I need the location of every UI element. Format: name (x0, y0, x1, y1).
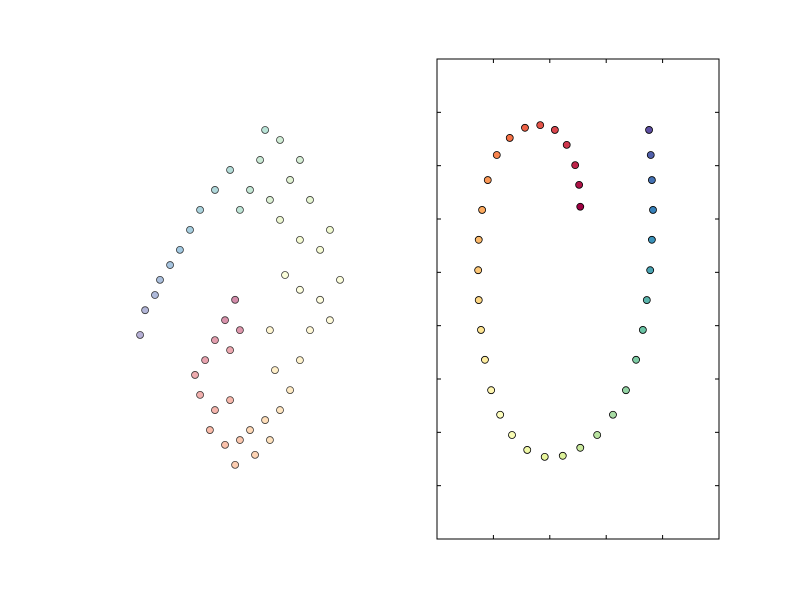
point (296, 356, 304, 365)
point (256, 156, 264, 164)
point (477, 326, 485, 334)
point (496, 410, 505, 419)
point (186, 225, 194, 234)
point (609, 410, 617, 419)
point (646, 151, 655, 159)
point (246, 426, 254, 434)
point (211, 186, 219, 194)
point (286, 386, 294, 395)
point (136, 331, 144, 339)
point (191, 371, 199, 379)
point (593, 431, 602, 439)
point (306, 196, 314, 204)
point (176, 245, 184, 254)
point (221, 316, 229, 325)
point (508, 431, 516, 439)
point (221, 440, 229, 449)
point (251, 450, 259, 459)
point (550, 126, 559, 134)
point (236, 436, 244, 444)
point (632, 355, 640, 364)
point (296, 285, 304, 294)
point (266, 326, 274, 335)
point (523, 446, 532, 454)
point (151, 291, 159, 299)
point (505, 134, 514, 142)
point (196, 206, 204, 214)
point (575, 180, 584, 189)
point (231, 460, 240, 469)
point (474, 266, 483, 275)
point (296, 235, 304, 244)
point (261, 416, 270, 424)
point (649, 206, 657, 214)
point (246, 186, 254, 194)
point (622, 386, 630, 395)
point (558, 451, 567, 460)
point (141, 306, 150, 315)
point (226, 166, 234, 174)
point (474, 235, 483, 244)
point (196, 391, 204, 399)
point (642, 296, 651, 304)
point (326, 225, 334, 234)
point (316, 245, 324, 254)
point (647, 176, 656, 184)
axes-frame (436, 58, 720, 540)
point (266, 436, 274, 444)
point (571, 161, 580, 170)
point (478, 206, 487, 214)
point (226, 396, 234, 404)
point (201, 356, 210, 365)
point (521, 123, 529, 132)
point (647, 235, 656, 244)
point (276, 215, 284, 224)
point (231, 295, 240, 304)
point (211, 406, 219, 414)
point (492, 151, 501, 159)
point (271, 366, 279, 375)
point (226, 346, 234, 355)
point (261, 126, 270, 134)
point (286, 176, 294, 184)
point (645, 126, 653, 134)
point (562, 140, 571, 149)
point (266, 196, 274, 204)
point (206, 426, 214, 434)
point (276, 136, 284, 144)
point (576, 202, 585, 211)
point (281, 271, 289, 279)
point (316, 295, 324, 304)
point (481, 355, 489, 364)
point (536, 121, 545, 130)
point (236, 206, 244, 214)
point (236, 326, 244, 335)
point (211, 336, 219, 345)
point (474, 296, 483, 304)
point (487, 386, 496, 395)
point (638, 326, 647, 334)
point (156, 275, 164, 284)
point (166, 261, 174, 269)
point (576, 443, 585, 452)
point (326, 316, 334, 325)
point (336, 275, 344, 284)
point (296, 156, 304, 164)
point (646, 266, 655, 275)
point (276, 406, 284, 414)
point (540, 452, 549, 461)
point (483, 176, 492, 184)
point (306, 326, 314, 335)
